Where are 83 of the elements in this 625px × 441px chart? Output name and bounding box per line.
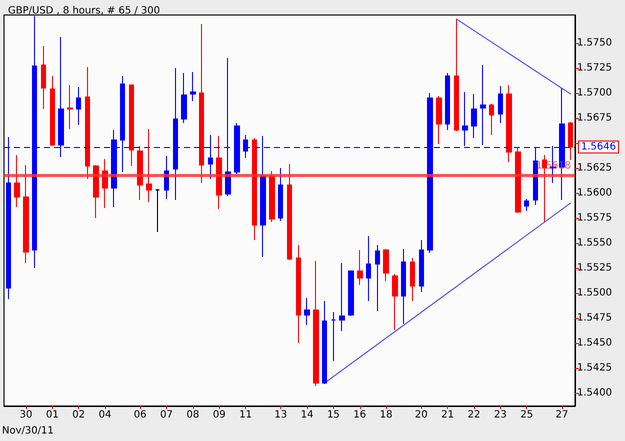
y-tick-label: 1.5525 bbox=[577, 262, 612, 274]
candlestick bbox=[515, 146, 521, 214]
y-tick-label: 1.5600 bbox=[577, 188, 612, 198]
candlestick bbox=[445, 72, 450, 130]
ref-line-label: 1.5646 bbox=[581, 142, 616, 152]
candlestick bbox=[50, 76, 55, 146]
y-tick-label: 1.5700 bbox=[577, 88, 612, 98]
candlestick bbox=[14, 154, 20, 208]
x-tick-label: 01 bbox=[46, 410, 59, 420]
x-tick-label: 08 bbox=[186, 410, 200, 420]
y-tick-label: 1.5550 bbox=[577, 238, 612, 248]
candlestick bbox=[480, 64, 486, 146]
y-tick-label: 1.5675 bbox=[577, 112, 612, 124]
candlestick bbox=[322, 300, 327, 384]
candlestick bbox=[181, 72, 187, 124]
y-tick-label: 1.5750 bbox=[577, 38, 612, 48]
x-tick-label: 25 bbox=[520, 410, 534, 420]
x-tick-label: 11 bbox=[239, 410, 252, 420]
x-tick-label: 13 bbox=[274, 410, 288, 420]
candlestick bbox=[278, 168, 283, 222]
candlestick bbox=[129, 84, 134, 166]
candlestick bbox=[155, 188, 160, 232]
y-tick-label: 1.5725 bbox=[577, 62, 612, 74]
candlestick bbox=[392, 274, 398, 330]
candlestick bbox=[216, 136, 222, 210]
x-tick-label: 15 bbox=[327, 410, 340, 420]
candlestick bbox=[67, 84, 73, 130]
candlestick bbox=[401, 248, 406, 324]
candlestick bbox=[375, 244, 380, 312]
x-tick-label: 06 bbox=[134, 410, 147, 420]
candlestick bbox=[348, 270, 354, 316]
y-tick-label: 1.5400 bbox=[577, 388, 612, 398]
candlestick bbox=[331, 312, 336, 362]
text: Nov/30/11 bbox=[2, 426, 54, 436]
candlestick bbox=[190, 72, 196, 102]
x-tick-label: 23 bbox=[494, 410, 507, 420]
x-tick-label: 18 bbox=[380, 410, 392, 420]
x-tick-label: 30 bbox=[20, 410, 32, 420]
y-tick-label: 1.5500 bbox=[577, 288, 612, 298]
candlestick bbox=[454, 18, 459, 132]
x-tick-label: 27 bbox=[555, 410, 568, 420]
candlestick bbox=[85, 66, 90, 180]
candlestick bbox=[489, 104, 494, 136]
y-tick-label: 1.5425 bbox=[577, 362, 612, 374]
x-tick-label: 16 bbox=[353, 410, 366, 420]
x-tick-label: 21 bbox=[441, 410, 454, 420]
candlestick bbox=[313, 260, 319, 386]
candlestick bbox=[436, 96, 442, 144]
y-tick-label: 1.5450 bbox=[577, 338, 612, 348]
candlestick bbox=[471, 94, 477, 138]
candlestick bbox=[506, 84, 512, 162]
candlestick bbox=[199, 24, 204, 184]
candlestick bbox=[383, 248, 389, 282]
x-tick-label: 22 bbox=[468, 410, 480, 420]
candlestick bbox=[146, 128, 152, 202]
x-tick-label: 04 bbox=[98, 410, 112, 420]
candlestick bbox=[41, 46, 46, 110]
candlestick bbox=[23, 164, 29, 264]
chart-title: GBP/USD , 8 hours, # 65 / 300 bbox=[8, 6, 160, 16]
candlestick bbox=[568, 122, 573, 160]
x-tick-label: 14 bbox=[300, 410, 314, 420]
candlestick bbox=[269, 170, 275, 222]
candlestick bbox=[498, 86, 503, 124]
candlestick bbox=[357, 250, 363, 286]
x-tick-label: 09 bbox=[212, 410, 226, 420]
candlestick bbox=[524, 198, 529, 212]
candlestick bbox=[366, 236, 371, 302]
y-tick-label: 1.5575 bbox=[577, 212, 612, 224]
candlestick bbox=[252, 138, 257, 240]
candlestick bbox=[76, 86, 81, 126]
candlestick bbox=[419, 240, 424, 292]
y-tick-label: 1.5475 bbox=[577, 312, 612, 324]
candlestick bbox=[93, 164, 99, 218]
candlestick bbox=[339, 262, 345, 332]
y-tick-label: 1.5625 bbox=[577, 162, 612, 174]
candlestick bbox=[296, 244, 301, 344]
x-tick-label: 07 bbox=[160, 410, 173, 420]
candlestick bbox=[304, 298, 310, 326]
candlestick bbox=[137, 146, 143, 200]
candlestick bbox=[410, 258, 415, 302]
candlestick bbox=[287, 164, 292, 260]
x-tick-label: 02 bbox=[72, 410, 86, 420]
x-tick-label: 20 bbox=[414, 410, 428, 420]
